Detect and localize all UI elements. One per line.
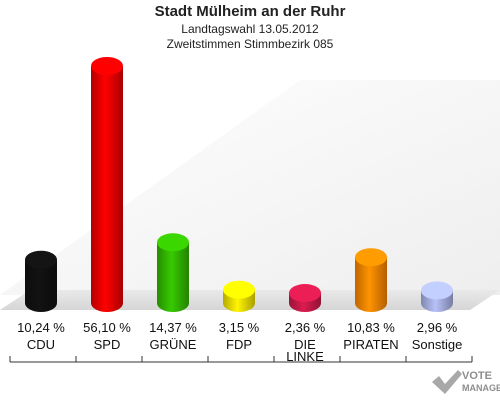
bar-spd	[91, 57, 123, 312]
category-label: SPD	[94, 337, 121, 352]
watermark-line1: VOTE	[462, 370, 492, 382]
bar-cdu	[25, 250, 57, 312]
category-label: FDP	[226, 337, 252, 352]
watermark-line2: MANAGER	[462, 383, 500, 393]
value-label: 56,10 %	[83, 320, 131, 335]
bar-sonstige	[421, 281, 453, 312]
category-label-line2: LINKE	[286, 349, 324, 364]
value-label: 3,15 %	[219, 320, 260, 335]
category-label: PIRATEN	[343, 337, 398, 352]
chart-back-wall	[0, 80, 500, 295]
value-label: 10,24 %	[17, 320, 65, 335]
checkmark-icon	[432, 370, 462, 394]
category-label: CDU	[27, 337, 55, 352]
value-label: 2,36 %	[285, 320, 326, 335]
bar-die-linke	[289, 284, 321, 312]
category-label: GRÜNE	[150, 337, 197, 352]
category-label: Sonstige	[412, 337, 463, 352]
value-label: 14,37 %	[149, 320, 197, 335]
vote-manager-logo	[430, 368, 500, 398]
value-label: 2,96 %	[417, 320, 458, 335]
subtitle-district: Zweitstimmen Stimmbezirk 085	[166, 37, 334, 51]
bar-grüne	[157, 233, 189, 312]
page-title: Stadt Mülheim an der Ruhr	[154, 3, 346, 20]
bar-piraten	[355, 248, 387, 312]
subtitle-election: Landtagswahl 13.05.2012	[181, 22, 319, 36]
value-label: 10,83 %	[347, 320, 395, 335]
category-label: DIE	[294, 337, 316, 352]
bar-fdp	[223, 280, 255, 312]
